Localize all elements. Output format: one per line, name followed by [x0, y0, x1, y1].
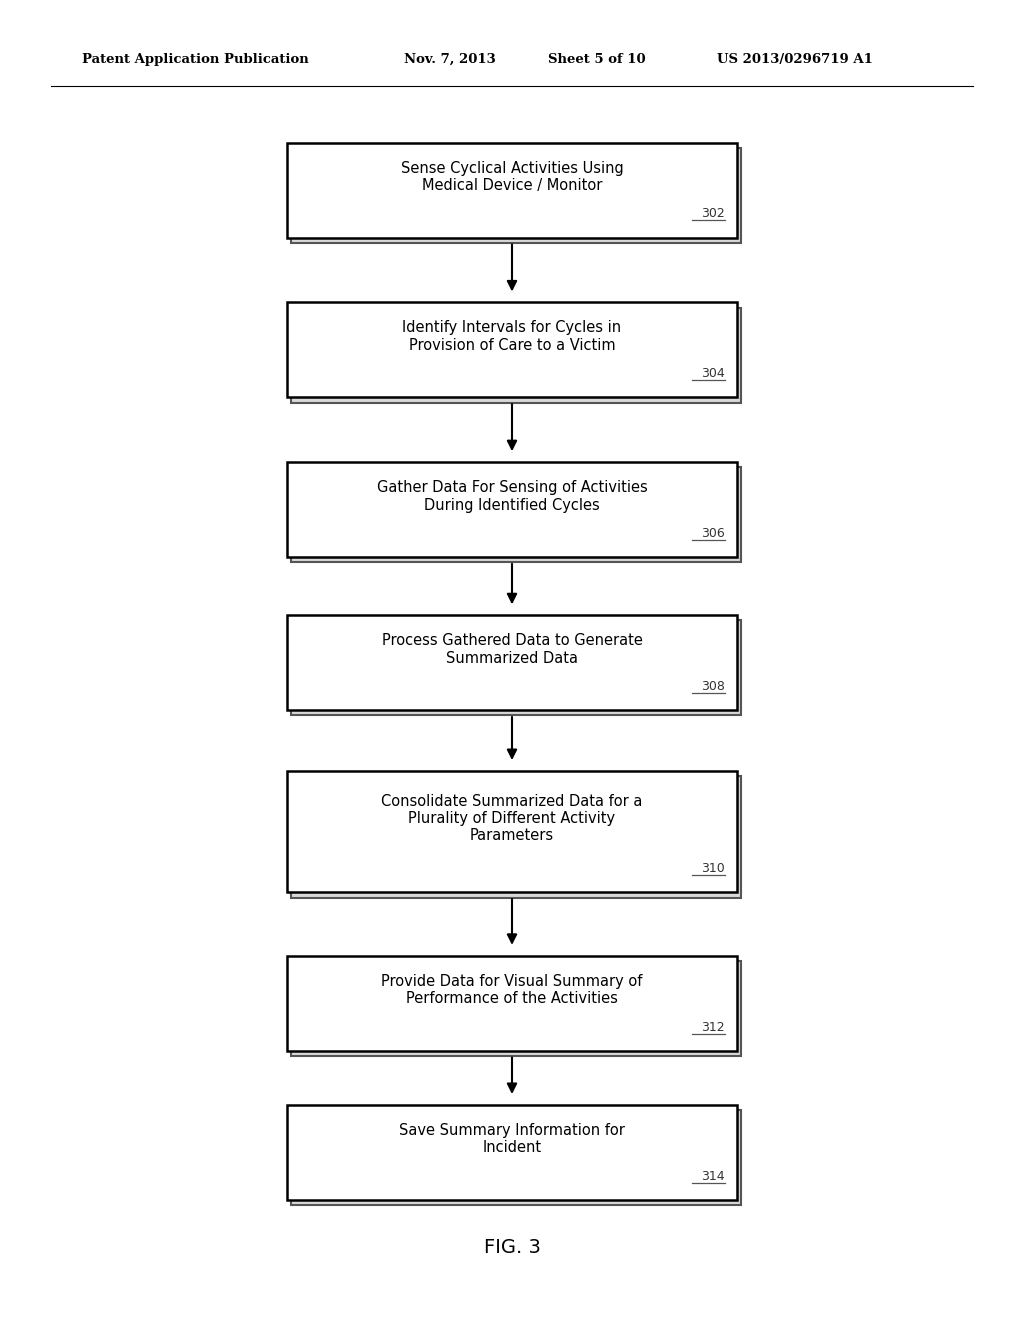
Text: 312: 312: [701, 1020, 725, 1034]
Text: Provide Data for Visual Summary of
Performance of the Activities: Provide Data for Visual Summary of Perfo…: [381, 974, 643, 1006]
FancyBboxPatch shape: [291, 961, 741, 1056]
Text: Nov. 7, 2013: Nov. 7, 2013: [404, 53, 497, 66]
Text: Sheet 5 of 10: Sheet 5 of 10: [548, 53, 645, 66]
FancyBboxPatch shape: [287, 1105, 737, 1200]
Text: 310: 310: [701, 862, 725, 875]
FancyBboxPatch shape: [287, 143, 737, 238]
Text: 308: 308: [701, 680, 725, 693]
FancyBboxPatch shape: [291, 308, 741, 403]
Text: Process Gathered Data to Generate
Summarized Data: Process Gathered Data to Generate Summar…: [382, 634, 642, 665]
Text: Patent Application Publication: Patent Application Publication: [82, 53, 308, 66]
FancyBboxPatch shape: [291, 1110, 741, 1205]
Text: FIG. 3: FIG. 3: [483, 1238, 541, 1257]
FancyBboxPatch shape: [291, 148, 741, 243]
FancyArrowPatch shape: [508, 717, 516, 758]
FancyBboxPatch shape: [291, 467, 741, 562]
FancyBboxPatch shape: [287, 462, 737, 557]
Text: 314: 314: [701, 1170, 725, 1183]
FancyArrowPatch shape: [508, 404, 516, 449]
FancyBboxPatch shape: [291, 776, 741, 898]
Text: 304: 304: [701, 367, 725, 380]
FancyArrowPatch shape: [508, 899, 516, 942]
Text: Gather Data For Sensing of Activities
During Identified Cycles: Gather Data For Sensing of Activities Du…: [377, 480, 647, 512]
Text: Identify Intervals for Cycles in
Provision of Care to a Victim: Identify Intervals for Cycles in Provisi…: [402, 321, 622, 352]
Text: Consolidate Summarized Data for a
Plurality of Different Activity
Parameters: Consolidate Summarized Data for a Plural…: [381, 793, 643, 843]
FancyBboxPatch shape: [287, 771, 737, 892]
FancyBboxPatch shape: [287, 956, 737, 1051]
FancyArrowPatch shape: [508, 564, 516, 602]
Text: US 2013/0296719 A1: US 2013/0296719 A1: [717, 53, 872, 66]
FancyArrowPatch shape: [508, 244, 516, 289]
Text: Sense Cyclical Activities Using
Medical Device / Monitor: Sense Cyclical Activities Using Medical …: [400, 161, 624, 193]
Text: 302: 302: [701, 207, 725, 220]
FancyBboxPatch shape: [291, 620, 741, 715]
FancyBboxPatch shape: [287, 302, 737, 397]
Text: 306: 306: [701, 527, 725, 540]
FancyBboxPatch shape: [287, 615, 737, 710]
FancyArrowPatch shape: [508, 1057, 516, 1092]
Text: Save Summary Information for
Incident: Save Summary Information for Incident: [399, 1123, 625, 1155]
